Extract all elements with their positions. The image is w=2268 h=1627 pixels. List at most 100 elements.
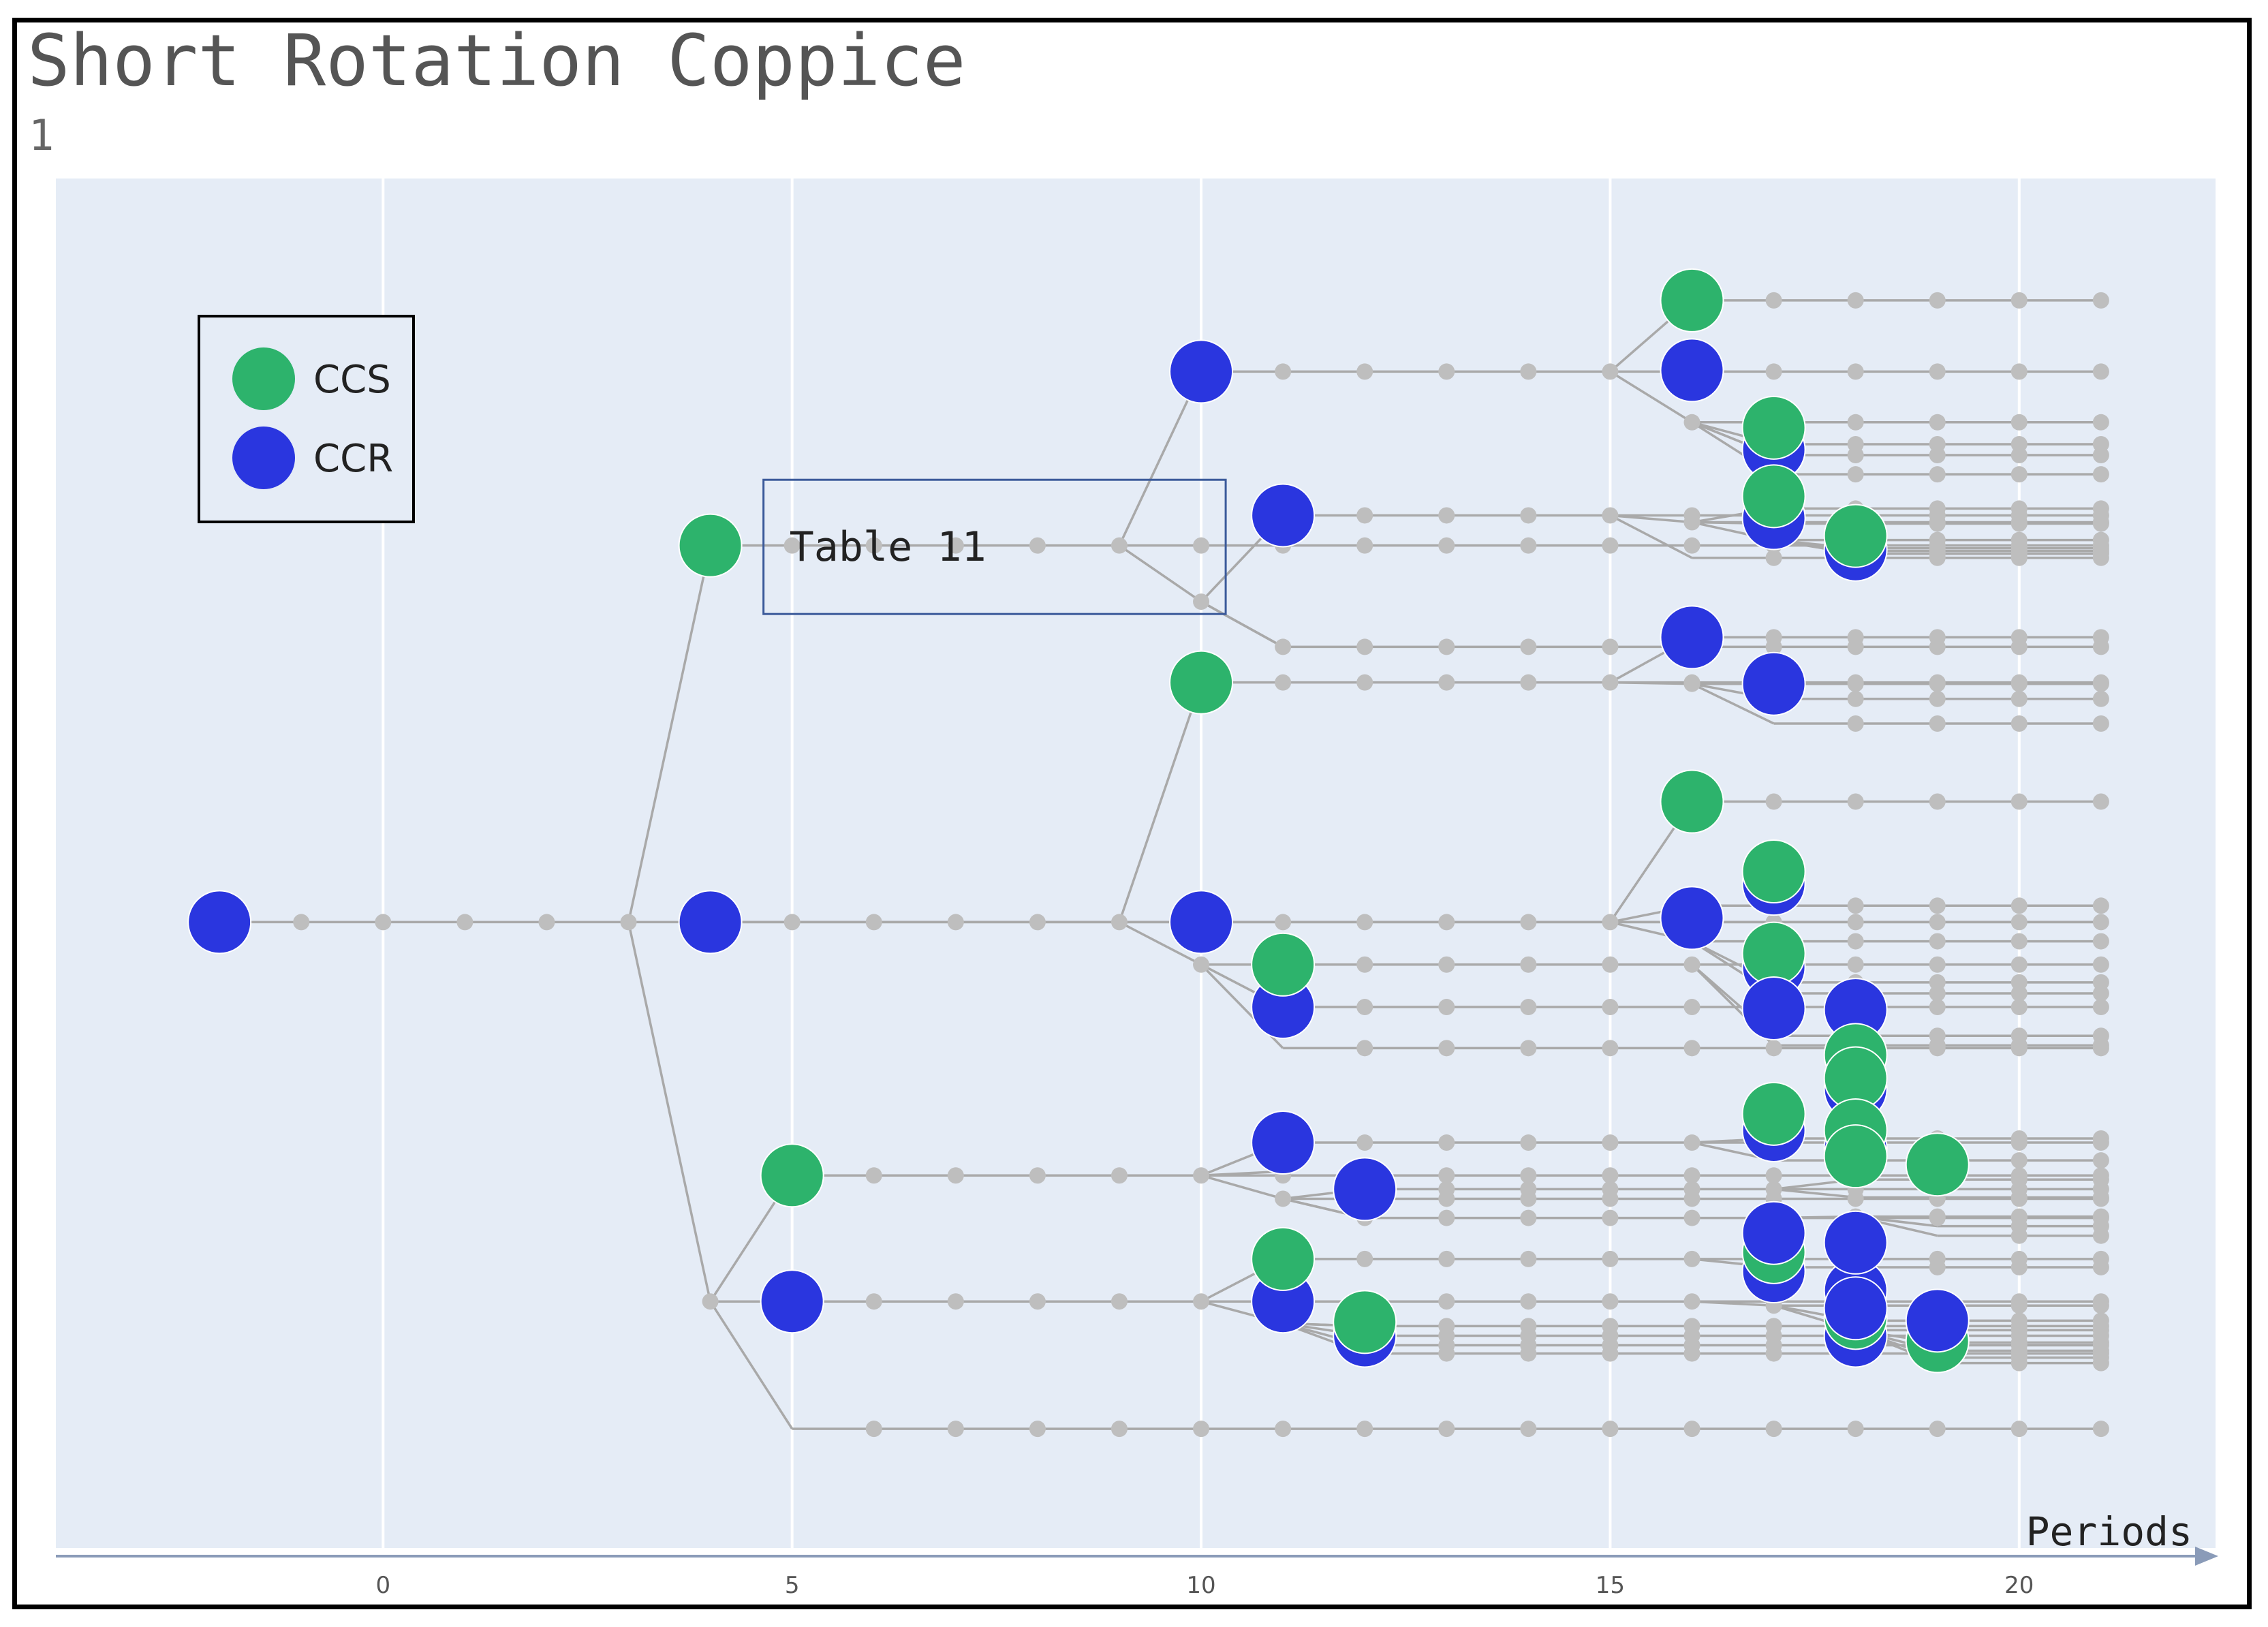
state-dot [2092, 500, 2109, 517]
state-dot [1438, 1209, 1455, 1226]
state-dot [2092, 1152, 2109, 1169]
state-dot [1602, 1345, 1619, 1362]
state-dot [2010, 675, 2028, 692]
state-dot [1520, 1209, 1537, 1226]
state-dot [1847, 363, 1864, 380]
state-dot [1438, 1167, 1455, 1184]
state-dot [1847, 629, 1864, 646]
ccr-decision-marker [187, 890, 252, 955]
state-dot [2010, 1037, 2028, 1054]
state-dot [1356, 537, 1373, 554]
state-dot [1356, 674, 1373, 691]
state-dot [865, 1421, 882, 1438]
state-dot [947, 1293, 964, 1310]
state-dot [2010, 500, 2028, 517]
state-dot [1110, 1167, 1128, 1184]
state-dot [1438, 1293, 1455, 1310]
state-dot [1438, 1250, 1455, 1267]
ccr-decision-marker [760, 1269, 824, 1334]
state-dot [1356, 999, 1373, 1016]
state-dot [1275, 914, 1292, 931]
state-dot [1683, 1040, 1700, 1057]
state-dot [1683, 1209, 1700, 1226]
state-dot [1602, 1421, 1619, 1438]
state-dot [538, 914, 555, 931]
state-dot [947, 1167, 964, 1184]
state-dot [1683, 1134, 1700, 1151]
state-dot [2092, 363, 2109, 380]
state-dot [1847, 1190, 1864, 1207]
state-dot [1438, 956, 1455, 973]
tree-edge [1118, 682, 1202, 923]
legend: CCS CCR [198, 315, 415, 523]
ccr-decision-marker [678, 890, 743, 955]
state-dot [1356, 1250, 1373, 1267]
state-dot [947, 537, 964, 554]
state-dot [1602, 363, 1619, 380]
state-dot [2010, 466, 2028, 483]
state-dot [1683, 1293, 1700, 1310]
state-dot [2010, 292, 2028, 309]
state-dot [2092, 1258, 2109, 1275]
state-dot [2010, 1171, 2028, 1188]
state-dot [1847, 675, 1864, 692]
state-dot [1929, 1037, 1946, 1054]
chart-subtitle: 1 [29, 110, 55, 160]
state-dot [2010, 933, 2028, 950]
state-dot [1929, 1258, 1946, 1275]
x-tick-label: 0 [375, 1572, 390, 1599]
tree-edge [1692, 1300, 1774, 1307]
state-dot [2010, 1322, 2028, 1339]
state-dot [2010, 515, 2028, 532]
tree-edge [1119, 920, 1202, 966]
state-dot [865, 1167, 882, 1184]
state-dot [1520, 956, 1537, 973]
state-dot [2092, 1171, 2109, 1188]
state-dot [1929, 414, 1946, 431]
state-dot [1847, 447, 1864, 464]
state-dot [1193, 1421, 1210, 1438]
state-dot [1683, 1421, 1700, 1438]
ccs-decision-marker [1741, 921, 1806, 986]
x-tick-label: 15 [1596, 1572, 1625, 1599]
state-dot [865, 914, 882, 931]
state-dot [2092, 1322, 2109, 1339]
state-dot [2010, 1297, 2028, 1314]
state-dot [1929, 515, 1946, 532]
tree-edge [1609, 514, 1693, 559]
state-dot [1520, 507, 1537, 524]
chart-title: Short Rotation Coppice [27, 19, 966, 102]
state-dot [1847, 292, 1864, 309]
state-dot [1520, 1293, 1537, 1310]
state-dot [702, 1293, 719, 1310]
state-dot [1275, 1190, 1292, 1207]
state-dot [1847, 715, 1864, 732]
ccr-decision-marker [1660, 605, 1724, 670]
state-dot [2092, 466, 2109, 483]
x-tick-label: 5 [785, 1572, 800, 1599]
ccs-decision-marker [1251, 1226, 1316, 1291]
state-dot [1683, 1345, 1700, 1362]
tree-edge [627, 922, 712, 1302]
ccs-decision-marker [1660, 769, 1724, 834]
state-dot [1356, 1040, 1373, 1057]
state-dot [1520, 1040, 1537, 1057]
state-dot [1929, 466, 1946, 483]
state-dot [1929, 675, 1946, 692]
state-dot [1438, 1134, 1455, 1151]
state-dot [2092, 1354, 2109, 1372]
state-dot [2092, 956, 2109, 973]
state-dot [1683, 1190, 1700, 1207]
state-dot [1929, 545, 1946, 562]
state-dot [1765, 1421, 1782, 1438]
state-dot [620, 914, 637, 931]
state-dot [1683, 414, 1700, 431]
state-dot [1438, 914, 1455, 931]
state-dot [1602, 1167, 1619, 1184]
state-dot [456, 914, 473, 931]
state-dot [1520, 674, 1537, 691]
state-dot [2092, 690, 2109, 707]
state-dot [1602, 956, 1619, 973]
state-dot [2092, 1130, 2109, 1147]
